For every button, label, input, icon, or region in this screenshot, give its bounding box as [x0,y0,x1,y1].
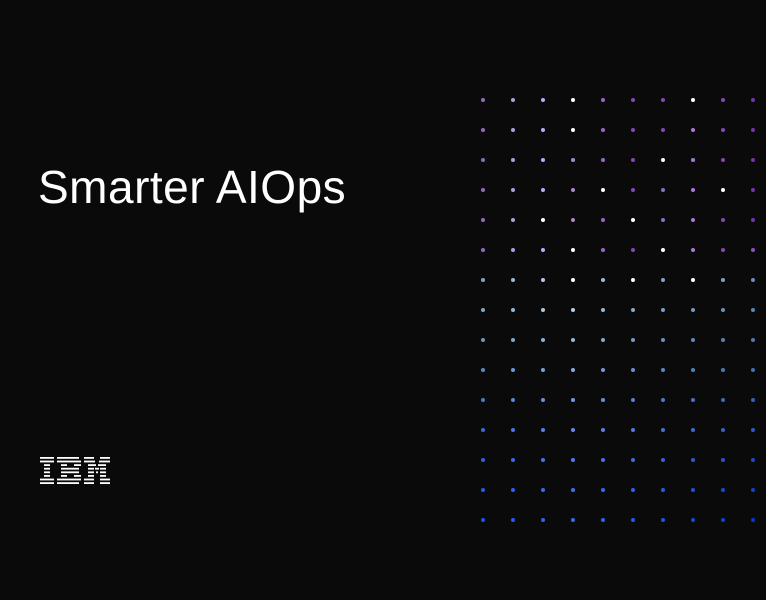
dot-row [468,325,766,355]
page-title: Smarter AIOps [38,160,346,214]
dot-row [468,85,766,115]
dot-row [468,355,766,385]
dot-row [468,475,766,505]
dot-row [468,235,766,265]
dot-row [468,415,766,445]
dot-row [468,175,766,205]
dot-row [468,505,766,535]
dot-row [468,115,766,145]
dot-row [468,295,766,325]
dot-row [468,145,766,175]
dot-row [468,445,766,475]
dot-row [468,385,766,415]
ibm-logo [40,457,110,490]
dot-row [468,205,766,235]
dot-grid [468,85,766,535]
dot-row [468,265,766,295]
